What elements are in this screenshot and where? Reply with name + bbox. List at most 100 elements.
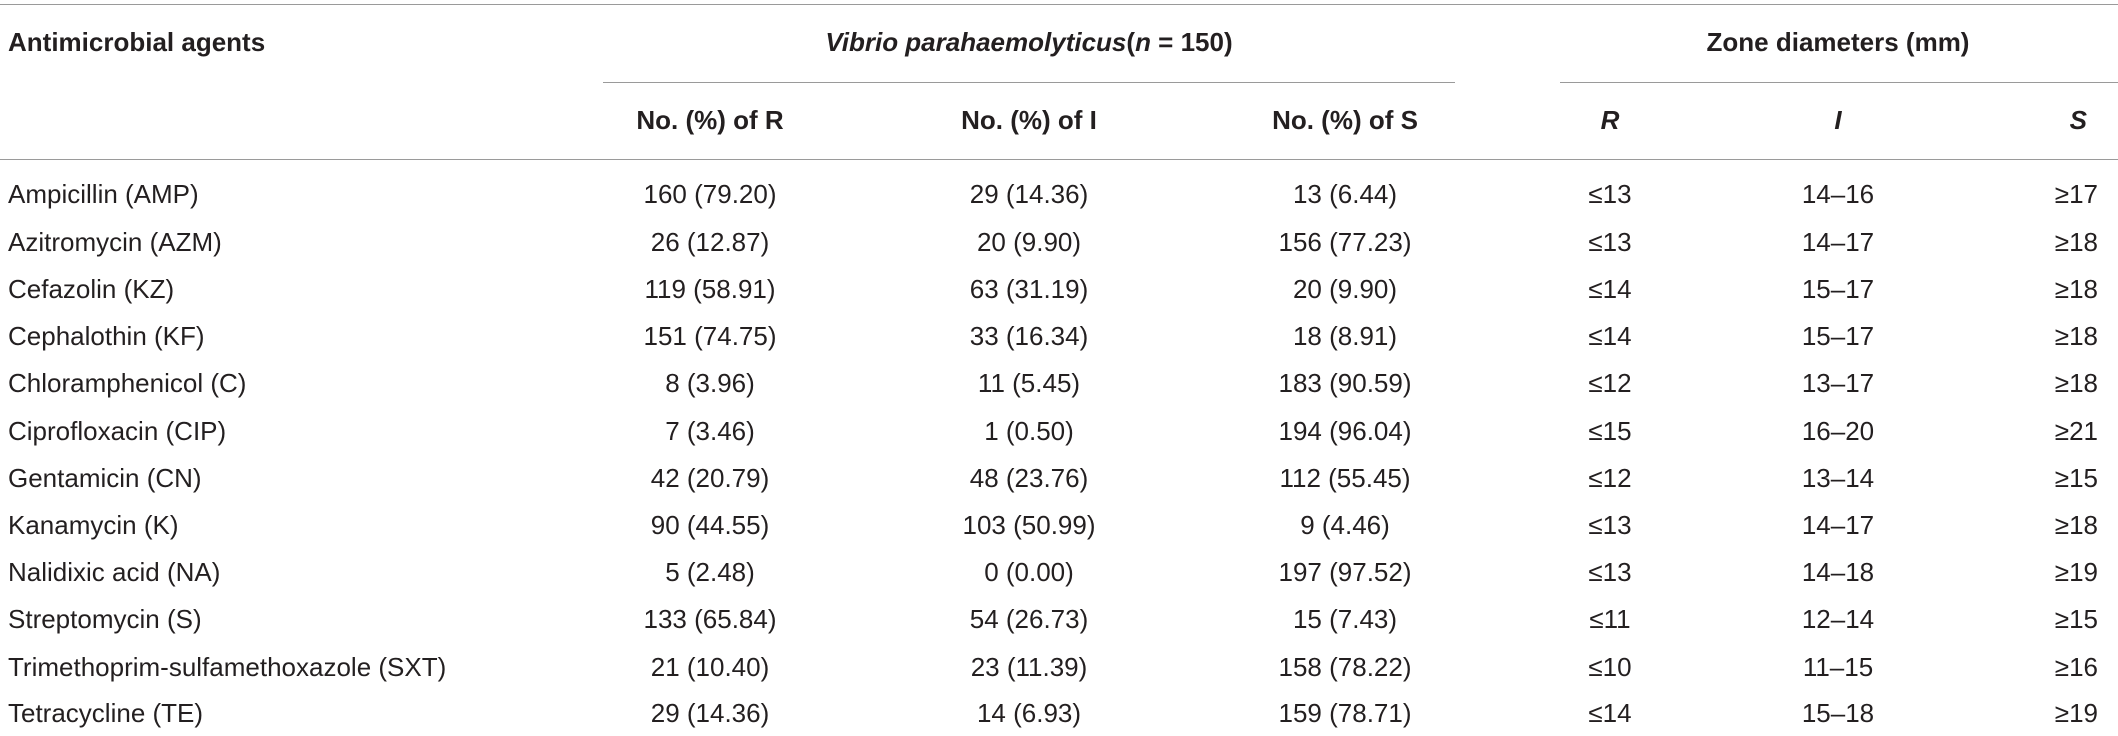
- zone-r-cell: ≤12: [1588, 463, 1632, 493]
- sub-header-s-pct: No. (%) of S: [1272, 105, 1418, 135]
- sub-header-i-pct: No. (%) of I: [961, 105, 1097, 135]
- s-count-cell: 20 (9.90): [1292, 274, 1398, 304]
- r-count-cell: 151 (74.75): [643, 321, 777, 351]
- i-count-cell: 103 (50.99): [962, 510, 1096, 540]
- zone-i-cell: 15–17: [1801, 274, 1875, 304]
- top-rule: [0, 4, 2118, 5]
- zone-i-cell: 16–20: [1801, 416, 1875, 446]
- sub-header-s: S: [2069, 105, 2087, 135]
- s-count-cell: 183 (90.59): [1278, 368, 1412, 398]
- sub-header-i: I: [1834, 105, 1842, 135]
- i-count-cell: 0 (0.00): [984, 557, 1074, 587]
- r-count-cell: 90 (44.55): [650, 510, 770, 540]
- zone-group-header: Zone diameters (mm): [1706, 27, 1970, 57]
- i-count-cell: 1 (0.50): [984, 416, 1074, 446]
- s-count-cell: 158 (78.22): [1278, 652, 1412, 682]
- zone-s-cell: ≥18: [2054, 368, 2098, 398]
- zone-i-cell: 14–17: [1801, 510, 1875, 540]
- agent-cell: Gentamicin (CN): [8, 463, 202, 493]
- zone-s-cell: ≥19: [2054, 557, 2098, 587]
- zone-s-cell: ≥16: [2054, 652, 2098, 682]
- i-count-cell: 54 (26.73): [969, 604, 1089, 634]
- zone-s-cell: ≥18: [2054, 227, 2098, 257]
- s-count-cell: 112 (55.45): [1279, 463, 1411, 493]
- r-count-cell: 7 (3.46): [665, 416, 755, 446]
- i-count-cell: 20 (9.90): [976, 227, 1082, 257]
- agent-cell: Cephalothin (KF): [8, 321, 205, 351]
- vibrio-species-name: Vibrio parahaemolyticus: [825, 27, 1127, 57]
- zone-r-cell: ≤14: [1588, 698, 1632, 728]
- agent-cell: Ampicillin (AMP): [8, 179, 199, 209]
- r-count-cell: 26 (12.87): [650, 227, 770, 257]
- agent-cell: Streptomycin (S): [8, 604, 202, 634]
- col-agent-header: Antimicrobial agents: [8, 27, 266, 57]
- zone-i-cell: 13–14: [1801, 463, 1875, 493]
- zone-s-cell: ≥18: [2054, 321, 2098, 351]
- zone-r-cell: ≤15: [1588, 416, 1632, 446]
- vibrio-open-paren: (: [1126, 27, 1136, 57]
- vibrio-group-rule: [603, 82, 1455, 83]
- s-count-cell: 18 (8.91): [1292, 321, 1398, 351]
- vibrio-n-value: = 150): [1150, 27, 1233, 57]
- zone-s-cell: ≥19: [2054, 698, 2098, 728]
- s-count-cell: 197 (97.52): [1278, 557, 1412, 587]
- zone-i-cell: 15–18: [1801, 698, 1875, 728]
- i-count-cell: 48 (23.76): [969, 463, 1089, 493]
- zone-i-cell: 14–16: [1801, 179, 1875, 209]
- zone-s-cell: ≥15: [2054, 463, 2098, 493]
- agent-cell: Chloramphenicol (C): [8, 368, 247, 398]
- i-count-cell: 29 (14.36): [969, 179, 1089, 209]
- r-count-cell: 133 (65.84): [643, 604, 777, 634]
- s-count-cell: 15 (7.43): [1292, 604, 1398, 634]
- sub-header-r: R: [1600, 105, 1620, 135]
- zone-i-cell: 14–18: [1801, 557, 1875, 587]
- vibrio-group-header: Vibrio parahaemolyticus(n = 150): [825, 27, 1232, 57]
- zone-r-cell: ≤13: [1588, 510, 1632, 540]
- zone-s-cell: ≥21: [2054, 416, 2098, 446]
- zone-s-cell: ≥18: [2054, 274, 2098, 304]
- zone-i-cell: 14–17: [1801, 227, 1875, 257]
- i-count-cell: 23 (11.39): [970, 652, 1088, 682]
- zone-s-cell: ≥15: [2054, 604, 2098, 634]
- r-count-cell: 42 (20.79): [650, 463, 770, 493]
- zone-group-rule: [1560, 82, 2118, 83]
- zone-i-cell: 13–17: [1801, 368, 1875, 398]
- zone-r-cell: ≤13: [1588, 227, 1632, 257]
- agent-cell: Kanamycin (K): [8, 510, 179, 540]
- s-count-cell: 156 (77.23): [1278, 227, 1412, 257]
- zone-r-cell: ≤10: [1588, 652, 1632, 682]
- s-count-cell: 194 (96.04): [1278, 416, 1412, 446]
- zone-r-cell: ≤12: [1588, 368, 1632, 398]
- r-count-cell: 160 (79.20): [643, 179, 777, 209]
- agent-cell: Cefazolin (KZ): [8, 274, 175, 304]
- agent-cell: Azitromycin (AZM): [8, 227, 222, 257]
- s-count-cell: 159 (78.71): [1278, 698, 1412, 728]
- zone-i-cell: 12–14: [1801, 604, 1875, 634]
- r-count-cell: 29 (14.36): [650, 698, 770, 728]
- zone-i-cell: 15–17: [1801, 321, 1875, 351]
- zone-r-cell: ≤13: [1588, 179, 1632, 209]
- s-count-cell: 9 (4.46): [1300, 510, 1390, 540]
- agent-cell: Tetracycline (TE): [8, 698, 204, 728]
- zone-r-cell: ≤13: [1588, 557, 1632, 587]
- zone-r-cell: ≤11: [1589, 604, 1631, 634]
- r-count-cell: 5 (2.48): [665, 557, 755, 587]
- i-count-cell: 63 (31.19): [969, 274, 1089, 304]
- sub-header-r-pct: No. (%) of R: [636, 105, 784, 135]
- i-count-cell: 33 (16.34): [969, 321, 1089, 351]
- agent-cell: Ciprofloxacin (CIP): [8, 416, 227, 446]
- s-count-cell: 13 (6.44): [1292, 179, 1398, 209]
- r-count-cell: 8 (3.96): [665, 368, 755, 398]
- i-count-cell: 11 (5.45): [977, 368, 1081, 398]
- agent-cell: Nalidixic acid (NA): [8, 557, 221, 587]
- r-count-cell: 119 (58.91): [644, 274, 776, 304]
- zone-s-cell: ≥17: [2054, 179, 2098, 209]
- zone-i-cell: 11–15: [1802, 652, 1874, 682]
- header-bottom-rule: [0, 159, 2118, 160]
- r-count-cell: 21 (10.40): [650, 652, 770, 682]
- zone-s-cell: ≥18: [2054, 510, 2098, 540]
- vibrio-n-symbol: n: [1135, 27, 1151, 57]
- zone-r-cell: ≤14: [1588, 274, 1632, 304]
- i-count-cell: 14 (6.93): [976, 698, 1082, 728]
